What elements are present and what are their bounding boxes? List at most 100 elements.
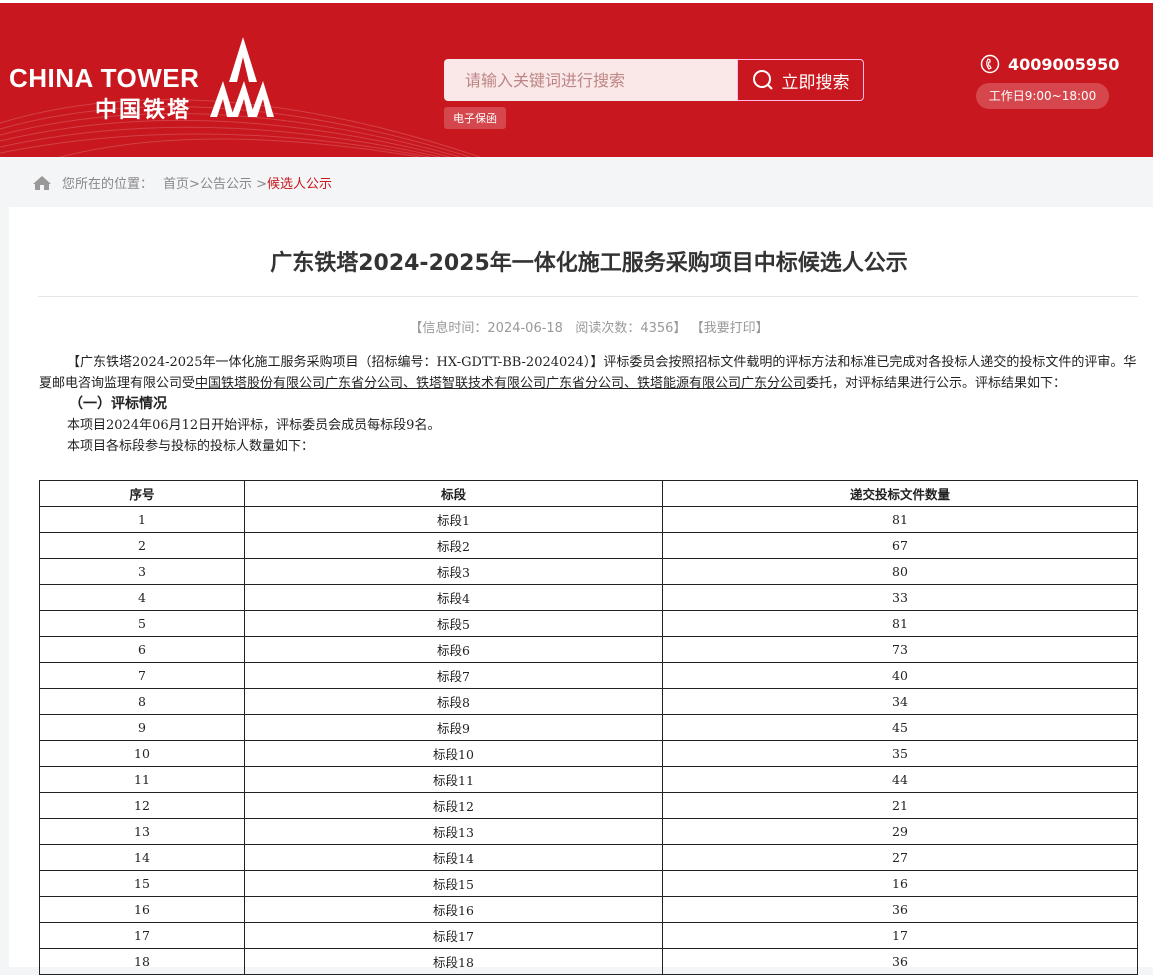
home-icon bbox=[33, 175, 51, 190]
table-row: 16 标段16 36 bbox=[39, 896, 1138, 923]
row-index: 17 bbox=[39, 922, 245, 949]
row-index: 12 bbox=[39, 792, 245, 819]
top-strip bbox=[0, 0, 1153, 3]
intro-text-end: 委托，对评标结果进行公示。评标结果如下： bbox=[806, 376, 1067, 391]
section-name: 标段10 bbox=[244, 740, 663, 767]
section-name: 标段12 bbox=[244, 792, 663, 819]
section-name: 标段8 bbox=[244, 688, 663, 715]
column-header: 标段 bbox=[244, 480, 663, 507]
bid-count: 17 bbox=[662, 922, 1138, 949]
logo-text-cn: 中国铁塔 bbox=[95, 98, 192, 123]
site-header: CHINA TOWER 中国铁塔 立即搜索 电子保函 4009005950 工作… bbox=[0, 3, 1153, 157]
intro-paragraph: 【广东铁塔2024-2025年一体化施工服务采购项目（招标编号：HX-GDTT-… bbox=[39, 352, 1139, 394]
table-row: 6 标段6 73 bbox=[39, 636, 1138, 663]
search-icon bbox=[752, 70, 773, 90]
row-index: 18 bbox=[39, 948, 245, 975]
search-button-label: 立即搜索 bbox=[781, 72, 850, 93]
row-index: 7 bbox=[39, 662, 245, 689]
table-row: 10 标段10 35 bbox=[39, 740, 1138, 767]
breadcrumb-announcements[interactable]: 公告公示 bbox=[199, 177, 252, 192]
search-bar: 立即搜索 bbox=[444, 59, 864, 101]
table-row: 2 标段2 67 bbox=[39, 532, 1138, 559]
section-name: 标段5 bbox=[244, 610, 663, 637]
section-name: 标段1 bbox=[244, 506, 663, 533]
bid-count: 29 bbox=[662, 818, 1138, 845]
wave-decoration bbox=[0, 99, 480, 157]
clients-text: 中国铁塔股份有限公司广东省分公司、铁塔智联技术有限公司广东省分公司、铁塔能源有限… bbox=[195, 376, 807, 391]
bid-count: 34 bbox=[662, 688, 1138, 715]
article-meta: 【信息时间：2024-06-18 阅读次数：4356】 【我要打印】 bbox=[9, 317, 1153, 336]
column-header: 序号 bbox=[39, 480, 245, 507]
print-link[interactable]: 【我要打印】 bbox=[690, 321, 769, 336]
row-index: 11 bbox=[39, 766, 245, 793]
bid-count: 81 bbox=[662, 506, 1138, 533]
section-name: 标段7 bbox=[244, 662, 663, 689]
info-time-views: 【信息时间：2024-06-18 阅读次数：4356】 bbox=[409, 321, 687, 336]
working-hours: 工作日9:00~18:00 bbox=[976, 83, 1109, 109]
bid-count: 33 bbox=[662, 584, 1138, 611]
e-guarantee-tag[interactable]: 电子保函 bbox=[444, 107, 506, 129]
table-row: 3 标段3 80 bbox=[39, 558, 1138, 585]
section-name: 标段4 bbox=[244, 584, 663, 611]
table-row: 5 标段5 81 bbox=[39, 610, 1138, 637]
breadcrumb-current: 候选人公示 bbox=[266, 177, 332, 192]
phone-number: 4009005950 bbox=[1008, 54, 1120, 74]
bid-sections-table: 序号 标段 递交投标文件数量 1 标段1 81 2 标段2 67 3 标段3 80 4 标段4 33 5… bbox=[39, 480, 1138, 975]
section-name: 标段17 bbox=[244, 922, 663, 949]
row-index: 6 bbox=[39, 636, 245, 663]
table-row: 1 标段1 81 bbox=[39, 506, 1138, 533]
row-index: 5 bbox=[39, 610, 245, 637]
article-body: 【广东铁塔2024-2025年一体化施工服务采购项目（招标编号：HX-GDTT-… bbox=[39, 352, 1139, 457]
bid-count: 36 bbox=[662, 896, 1138, 923]
bid-count: 45 bbox=[662, 714, 1138, 741]
breadcrumb-home[interactable]: 首页 bbox=[163, 177, 190, 192]
section-name: 标段9 bbox=[244, 714, 663, 741]
bid-count: 21 bbox=[662, 792, 1138, 819]
section-name: 标段6 bbox=[244, 636, 663, 663]
table-header-row: 序号 标段 递交投标文件数量 bbox=[39, 480, 1138, 507]
search-button[interactable]: 立即搜索 bbox=[737, 59, 864, 101]
row-index: 10 bbox=[39, 740, 245, 767]
bid-count: 40 bbox=[662, 662, 1138, 689]
table-row: 8 标段8 34 bbox=[39, 688, 1138, 715]
table-row: 11 标段11 44 bbox=[39, 766, 1138, 793]
section-name: 标段16 bbox=[244, 896, 663, 923]
section-name: 标段15 bbox=[244, 870, 663, 897]
bidders-count-line: 本项目各标段参与投标的投标人数量如下： bbox=[67, 439, 315, 454]
column-header: 递交投标文件数量 bbox=[662, 480, 1138, 507]
section-name: 标段11 bbox=[244, 766, 663, 793]
row-index: 8 bbox=[39, 688, 245, 715]
breadcrumb-separator: > bbox=[189, 177, 200, 192]
row-index: 15 bbox=[39, 870, 245, 897]
row-index: 16 bbox=[39, 896, 245, 923]
breadcrumb-separator: > bbox=[251, 177, 267, 192]
table-row: 17 标段17 17 bbox=[39, 922, 1138, 949]
table-row: 7 标段7 40 bbox=[39, 662, 1138, 689]
eval-date-line: 本项目2024年06月12日开始评标，评标委员会成员每标段9名。 bbox=[67, 418, 441, 433]
row-index: 13 bbox=[39, 818, 245, 845]
row-index: 4 bbox=[39, 584, 245, 611]
article-card: 广东铁塔2024-2025年一体化施工服务采购项目中标候选人公示 【信息时间：2… bbox=[9, 207, 1153, 975]
section-name: 标段14 bbox=[244, 844, 663, 871]
breadcrumb: 您所在的位置： 首页>公告公示 >候选人公示 bbox=[32, 173, 332, 192]
section-name: 标段2 bbox=[244, 532, 663, 559]
section-name: 标段3 bbox=[244, 558, 663, 585]
bid-count: 73 bbox=[662, 636, 1138, 663]
phone-icon bbox=[980, 54, 1000, 74]
page-title: 广东铁塔2024-2025年一体化施工服务采购项目中标候选人公示 bbox=[270, 251, 908, 276]
table-row: 13 标段13 29 bbox=[39, 818, 1138, 845]
tower-logo-icon bbox=[210, 37, 274, 117]
bid-count: 44 bbox=[662, 766, 1138, 793]
row-index: 2 bbox=[39, 532, 245, 559]
intro-text: 【广东铁塔2024-2025年一体化施工服务采购项目（招标编号：HX-GDTT-… bbox=[39, 355, 1137, 391]
table-row: 9 标段9 45 bbox=[39, 714, 1138, 741]
bid-count: 35 bbox=[662, 740, 1138, 767]
bid-count: 36 bbox=[662, 948, 1138, 975]
bid-count: 81 bbox=[662, 610, 1138, 637]
bid-count: 27 bbox=[662, 844, 1138, 871]
hotline: 4009005950 bbox=[980, 54, 1119, 74]
search-input[interactable] bbox=[444, 59, 737, 101]
table-row: 14 标段14 27 bbox=[39, 844, 1138, 871]
row-index: 3 bbox=[39, 558, 245, 585]
bid-count: 67 bbox=[662, 532, 1138, 559]
